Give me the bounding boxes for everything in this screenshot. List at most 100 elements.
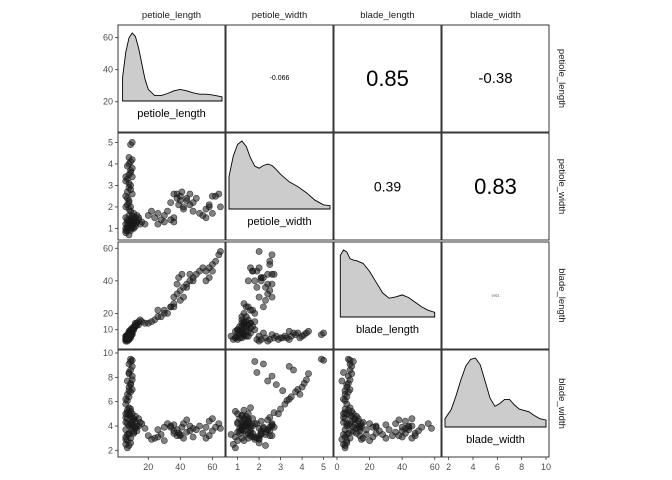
scatter-point-r3-c1 — [253, 420, 261, 427]
scatter-point-r1-c0 — [189, 207, 197, 215]
scatter-point-r1-c0 — [160, 218, 168, 226]
scatter-point-r1-c0 — [160, 212, 168, 219]
scatter-point-r1-c0 — [186, 190, 194, 198]
scatter-point-r3-c1 — [257, 429, 265, 437]
scatter-point-r3-c0 — [128, 356, 136, 364]
scatter-point-r2-c1 — [259, 303, 267, 311]
scatter-point-r3-c0 — [183, 416, 191, 424]
scatter-point-r3-c1 — [259, 360, 267, 368]
scatter-point-r2-c1 — [279, 334, 287, 342]
correlation-value-r1-c3: 0.83 — [474, 174, 517, 199]
scatter-point-r3-c0 — [124, 431, 131, 438]
scatter-point-r2-c1 — [242, 303, 250, 311]
scatter-point-r2-c0 — [212, 257, 219, 265]
scatter-point-r3-c0 — [148, 435, 155, 443]
scatter-point-r2-c0 — [160, 306, 168, 314]
scatter-point-r2-c1 — [285, 336, 293, 343]
scatter-point-r3-c2 — [382, 421, 390, 429]
row-strip-label-petiole_length: petiole_length — [556, 49, 567, 108]
x-tick-label-blade_length: 20 — [365, 462, 375, 472]
scatter-point-r1-c0 — [175, 201, 183, 209]
scatter-point-r2-c0 — [186, 270, 194, 278]
scatter-point-r3-c1 — [270, 423, 278, 431]
scatter-point-r2-c1 — [270, 270, 278, 278]
scatter-point-r3-c2 — [411, 432, 419, 440]
scatter-point-r3-c1 — [290, 366, 297, 374]
scatter-point-r3-c1 — [231, 444, 239, 452]
scatter-point-r1-c0 — [205, 201, 213, 209]
density-curve-petiole_length — [122, 32, 223, 102]
text-layer: petiole_lengthpetiole_widthblade_lengthb… — [103, 10, 567, 472]
scatter-point-r3-c0 — [154, 426, 162, 434]
scatter-point-r3-c1 — [251, 433, 259, 441]
scatter-point-r3-c0 — [131, 423, 139, 431]
correlation-value-r1-c2: 0.39 — [374, 179, 401, 195]
scatter-point-r3-c2 — [405, 423, 413, 431]
scatter-point-r2-c0 — [173, 280, 181, 288]
scatter-point-r3-c0 — [175, 429, 183, 437]
scatter-point-r3-c1 — [264, 416, 272, 424]
scatter-point-r3-c1 — [240, 406, 248, 414]
correlation-value-r0-c2: 0.85 — [366, 66, 409, 91]
scatter-point-r3-c2 — [348, 412, 356, 420]
column-strip-label-petiole_width: petiole_width — [252, 10, 307, 21]
scatter-point-r3-c1 — [234, 410, 241, 418]
scatter-point-r2-c1 — [305, 327, 312, 335]
scatter-point-r3-c0 — [122, 395, 130, 403]
panel-border-r1-c2 — [333, 132, 442, 241]
y-tick-label-petiole_length: 20 — [103, 97, 113, 107]
scatter-point-r3-c0 — [199, 429, 207, 437]
scatter-point-r3-c0 — [135, 415, 142, 423]
scatter-point-r3-c2 — [401, 429, 409, 437]
x-tick-label-blade_width: 8 — [519, 462, 524, 472]
panel-border-r1-c1 — [225, 132, 334, 241]
scatter-point-r3-c2 — [346, 356, 354, 364]
scatter-point-r2-c0 — [122, 336, 130, 343]
panel-border-r2-c0 — [117, 241, 226, 350]
panel-border-r0-c2 — [333, 24, 442, 133]
scatter-point-r2-c1 — [238, 319, 246, 327]
scatter-point-r3-c0 — [196, 422, 203, 430]
x-tick-label-petiole_width: 2 — [257, 462, 262, 472]
scatter-point-r2-c1 — [244, 277, 252, 285]
panel-border-r0-c1 — [225, 24, 334, 133]
density-curve-blade_width — [444, 357, 547, 428]
x-tick-label-petiole_width: 1 — [235, 462, 240, 472]
scatter-point-r3-c2 — [343, 439, 351, 447]
y-tick-label-petiole_width: 3 — [108, 180, 113, 190]
scatter-point-r3-c0 — [154, 433, 162, 441]
x-tick-label-blade_width: 2 — [446, 462, 451, 472]
scatter-point-r1-c0 — [208, 209, 216, 217]
scatter-point-r3-c2 — [424, 420, 432, 427]
scatter-point-r3-c1 — [320, 356, 327, 364]
panel-border-r2-c2 — [333, 241, 442, 350]
scatter-point-r3-c2 — [401, 417, 409, 425]
density-curve-blade_length — [339, 249, 436, 318]
panel-border-r3-c1 — [225, 349, 334, 458]
scatter-point-r3-c2 — [354, 415, 362, 423]
scatter-point-r1-c0 — [202, 214, 210, 222]
x-tick-label-blade_width: 10 — [541, 462, 551, 472]
y-tick-label-petiole_width: 2 — [108, 202, 113, 212]
scatter-point-r3-c1 — [285, 395, 293, 403]
y-tick-label-petiole_width: 1 — [108, 223, 113, 233]
correlation-value-r0-c1: -0.066 — [270, 75, 290, 82]
scatter-point-r2-c1 — [268, 251, 276, 259]
scatter-point-r1-c0 — [192, 194, 200, 202]
y-tick-label-blade_length: 10 — [103, 325, 113, 335]
scatter-point-r2-c1 — [268, 331, 276, 338]
x-tick-label-blade_length: 0 — [334, 462, 339, 472]
scatter-point-r1-c0 — [178, 188, 186, 196]
scatter-point-r3-c2 — [395, 416, 403, 424]
y-tick-label-petiole_width: 4 — [108, 159, 113, 169]
scatter-point-r2-c1 — [234, 326, 241, 334]
scatter-point-r3-c1 — [296, 390, 304, 398]
scatter-point-r1-c0 — [128, 138, 136, 146]
point-layer — [122, 138, 435, 452]
scatter-point-r3-c0 — [125, 369, 133, 376]
scatter-point-r3-c2 — [356, 424, 364, 432]
scatter-point-r3-c0 — [127, 405, 135, 413]
scatter-point-r1-c0 — [124, 194, 131, 202]
x-tick-label-blade_width: 4 — [470, 462, 475, 472]
